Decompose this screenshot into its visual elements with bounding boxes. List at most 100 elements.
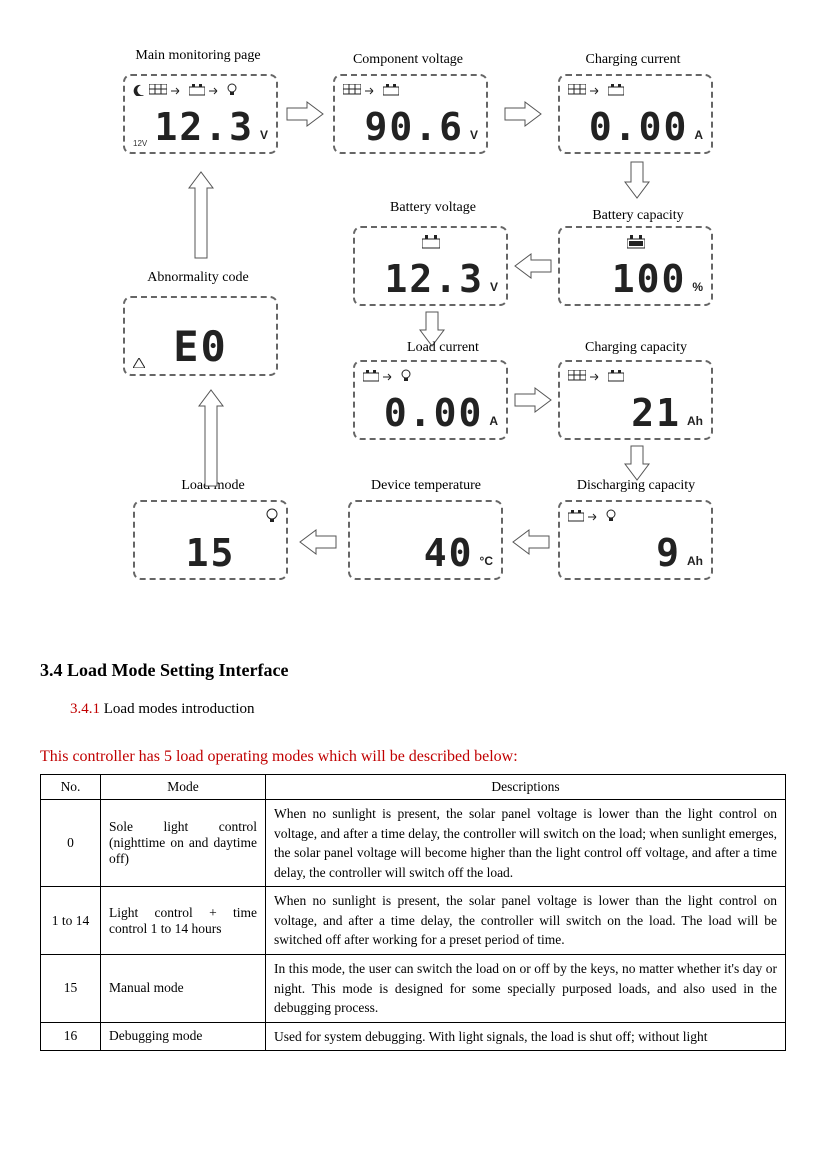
panel-icon — [149, 83, 167, 101]
value: 9 — [656, 534, 681, 572]
cell-desc: When no sunlight is present, the solar p… — [266, 887, 786, 955]
cell-no: 0 — [41, 800, 101, 887]
lcd-charging-capacity: 21 Ah — [558, 360, 713, 440]
arrow-up-icon — [187, 170, 215, 260]
arrow-small-icon — [383, 369, 397, 387]
cell-no: 15 — [41, 954, 101, 1022]
subsection-number: 3.4.1 — [70, 701, 100, 717]
cell-mode: Debugging mode — [101, 1022, 266, 1051]
unit: °C — [480, 554, 493, 572]
arrow-down-icon — [623, 160, 651, 200]
lcd-abnormality-code: E0 — [123, 296, 278, 376]
arrow-small-icon — [590, 83, 604, 101]
lcd-discharging-capacity: 9 Ah — [558, 500, 713, 580]
arrow-small-icon — [588, 509, 602, 527]
sublabel: 12V — [133, 139, 147, 148]
unit: A — [489, 414, 498, 432]
cell-mode: Sole light control (nighttime on and day… — [101, 800, 266, 887]
section-heading: 3.4 Load Mode Setting Interface — [40, 660, 786, 681]
battery-icon — [608, 83, 624, 101]
label-component-voltage: Component voltage — [323, 52, 493, 68]
lcd-load-mode: 15 — [133, 500, 288, 580]
arrow-up-icon — [197, 388, 225, 488]
lcd-battery-capacity: 100% — [558, 226, 713, 306]
table-row: 0 Sole light control (nighttime on and d… — [41, 800, 786, 887]
arrow-right-icon — [513, 386, 553, 414]
table-row: 15 Manual mode In this mode, the user ca… — [41, 954, 786, 1022]
lcd-main-monitoring: 12.3 V 12V — [123, 74, 278, 154]
battery-icon — [363, 369, 379, 387]
unit: V — [470, 128, 478, 146]
unit: V — [260, 128, 268, 146]
cell-mode: Light control + time control 1 to 14 hou… — [101, 887, 266, 955]
battery-icon — [568, 509, 584, 527]
intro-text: This controller has 5 load operating mod… — [40, 748, 786, 766]
unit: Ah — [687, 414, 703, 432]
lcd-component-voltage: 90.6 V — [333, 74, 488, 154]
bulb-icon — [401, 369, 411, 388]
arrow-right-icon — [285, 100, 325, 128]
cell-mode: Manual mode — [101, 954, 266, 1022]
arrow-right-icon — [503, 100, 543, 128]
menu-flow-diagram: Main monitoring page Component voltage C… — [73, 40, 753, 620]
battery-icon — [422, 235, 440, 254]
unit: % — [692, 280, 703, 298]
cell-no: 1 to 14 — [41, 887, 101, 955]
label-discharging-capacity: Discharging capacity — [551, 478, 721, 494]
label-charging-capacity: Charging capacity — [551, 340, 721, 356]
col-desc: Descriptions — [266, 775, 786, 800]
moon-icon — [133, 83, 145, 101]
battery-icon — [383, 83, 399, 101]
cell-desc: Used for system debugging. With light si… — [266, 1022, 786, 1051]
value: E0 — [173, 326, 228, 368]
unit: A — [694, 128, 703, 146]
unit: Ah — [687, 554, 703, 572]
lcd-load-current: 0.00 A — [353, 360, 508, 440]
value: 90.6 — [364, 108, 464, 146]
arrow-left-icon — [513, 252, 553, 280]
value: 12.3 — [384, 260, 484, 298]
lcd-battery-voltage: 12.3 V — [353, 226, 508, 306]
panel-icon — [568, 369, 586, 387]
cell-desc: In this mode, the user can switch the lo… — [266, 954, 786, 1022]
panel-icon — [343, 83, 361, 101]
arrow-down-icon — [623, 444, 651, 482]
label-battery-voltage: Battery voltage — [348, 200, 518, 216]
battery-icon — [189, 83, 205, 101]
value: 21 — [631, 394, 681, 432]
load-modes-table: No. Mode Descriptions 0 Sole light contr… — [40, 774, 786, 1051]
label-charging-current: Charging current — [548, 52, 718, 68]
col-mode: Mode — [101, 775, 266, 800]
label-main-monitoring: Main monitoring page — [113, 48, 283, 64]
arrow-small-icon — [171, 83, 185, 101]
col-no: No. — [41, 775, 101, 800]
arrow-small-icon — [590, 369, 604, 387]
label-device-temperature: Device temperature — [341, 478, 511, 494]
value: 0.00 — [589, 108, 689, 146]
cell-desc: When no sunlight is present, the solar p… — [266, 800, 786, 887]
lcd-device-temperature: 40 °C — [348, 500, 503, 580]
subsection-title: Load modes introduction — [100, 701, 255, 717]
warning-icon — [133, 358, 145, 370]
bulb-icon — [266, 508, 278, 529]
value: 0.00 — [384, 394, 484, 432]
table-row: 16 Debugging mode Used for system debugg… — [41, 1022, 786, 1051]
panel-icon — [568, 83, 586, 101]
table-row: 1 to 14 Light control + time control 1 t… — [41, 887, 786, 955]
label-load-current: Load current — [358, 340, 528, 356]
cell-no: 16 — [41, 1022, 101, 1051]
value: 100 — [612, 260, 687, 298]
arrow-small-icon — [209, 83, 223, 101]
table-header-row: No. Mode Descriptions — [41, 775, 786, 800]
arrow-left-icon — [298, 528, 338, 556]
subsection-heading: 3.4.1 Load modes introduction — [70, 701, 786, 718]
battery-icon — [608, 369, 624, 387]
value: 40 — [424, 534, 474, 572]
lcd-charging-current: 0.00 A — [558, 74, 713, 154]
unit: V — [490, 280, 498, 298]
battery-icon — [627, 235, 645, 254]
bulb-icon — [227, 83, 237, 102]
bulb-icon — [606, 509, 616, 528]
value: 12.3 — [154, 108, 254, 146]
arrow-small-icon — [365, 83, 379, 101]
